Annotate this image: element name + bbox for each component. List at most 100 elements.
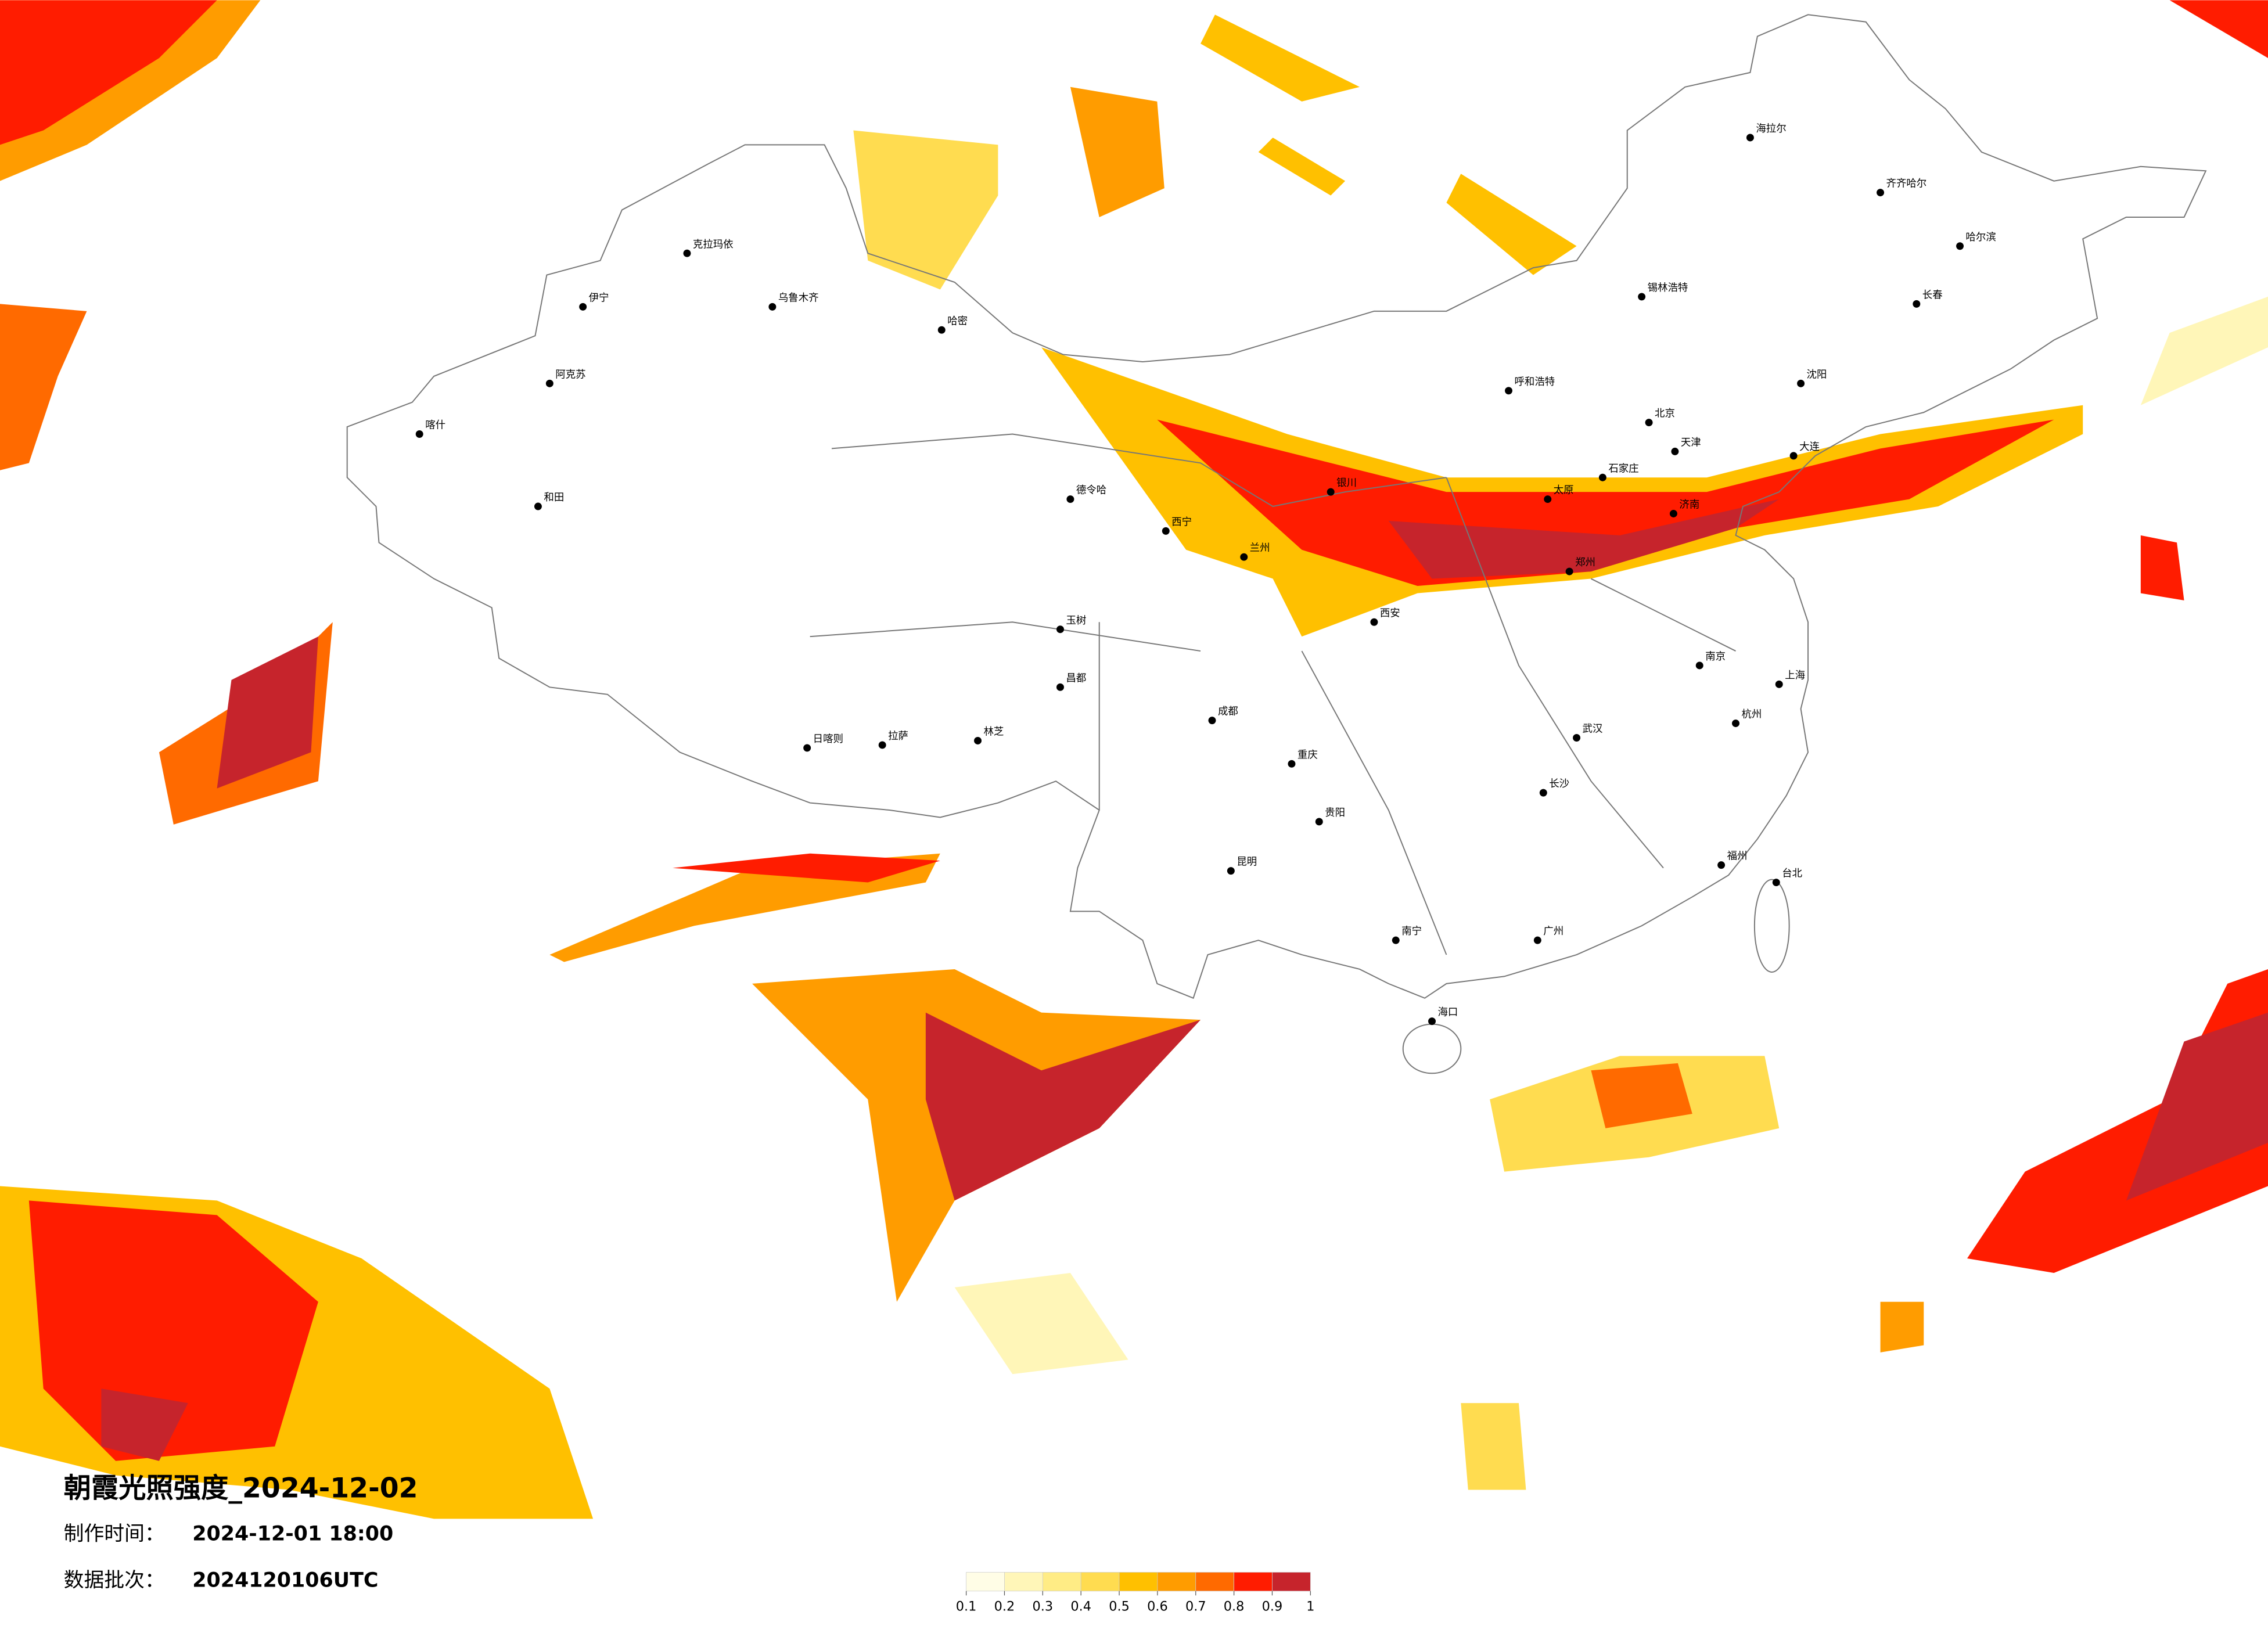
city-label: 乌鲁木齐: [778, 292, 819, 304]
batch-label: 数据批次：: [64, 1569, 165, 1592]
colorbar-label: 0.8: [1224, 1599, 1245, 1614]
cloud-field: [0, 0, 2268, 1519]
city-label: 拉萨: [888, 731, 908, 742]
city-label: 伊宁: [589, 292, 609, 304]
china-outline: [346, 14, 2207, 1074]
city-label: 海拉尔: [1756, 123, 1786, 135]
city-dot: [1327, 488, 1335, 496]
colorbar-swatch: [1234, 1572, 1273, 1592]
city-label: 上海: [1785, 670, 1805, 681]
city-dot: [1066, 495, 1074, 503]
city-dot: [1162, 527, 1170, 535]
colorbar-label: 0.1: [956, 1599, 977, 1614]
city-label: 台北: [1782, 868, 1802, 880]
colorbar-label: 0.7: [1185, 1599, 1206, 1614]
city-dot: [1288, 760, 1296, 768]
colorbar-label: 0.6: [1147, 1599, 1168, 1614]
city-label: 昌都: [1066, 672, 1086, 684]
city-label: 西宁: [1171, 516, 1192, 528]
city-dot: [1315, 818, 1323, 826]
city-dot: [579, 303, 587, 311]
city-label: 克拉玛依: [693, 239, 734, 250]
city-label: 哈密: [947, 315, 968, 327]
city-dot: [1544, 495, 1552, 503]
city-label: 大连: [1799, 441, 1820, 453]
city-label: 日喀则: [813, 733, 843, 745]
colorbar-swatch: [1157, 1572, 1196, 1592]
city-label: 天津: [1681, 437, 1701, 448]
city-label: 武汉: [1583, 724, 1603, 735]
city-dot: [1240, 553, 1248, 561]
city-dot: [1573, 734, 1581, 742]
colorbar-swatch: [1119, 1572, 1158, 1592]
colorbar-swatch: [1004, 1572, 1043, 1592]
city-dot: [1877, 189, 1885, 197]
city-label: 沈阳: [1807, 369, 1827, 380]
city-dot: [937, 326, 946, 334]
city-dot: [1772, 879, 1780, 887]
colorbar-swatch: [1195, 1572, 1234, 1592]
colorbar-swatch: [1080, 1572, 1120, 1592]
city-label: 长春: [1922, 289, 1943, 301]
city-label: 北京: [1655, 408, 1675, 420]
city-label: 福州: [1727, 851, 1748, 862]
city-dot: [768, 303, 777, 311]
city-label: 德令哈: [1076, 485, 1106, 497]
city-dot: [1775, 680, 1783, 688]
city-dot: [1227, 867, 1235, 875]
colorbar: 0.1 0.2 0.3 0.4 0.5 0.6 0.7 0.8 0.9 1: [956, 1572, 1314, 1614]
city-dot: [1732, 720, 1739, 728]
city-dot: [1533, 936, 1541, 944]
city-label: 昆明: [1237, 857, 1257, 868]
colorbar-swatch: [1042, 1572, 1081, 1592]
city-dot: [803, 744, 811, 752]
city-label: 济南: [1679, 499, 1699, 511]
city-label: 西安: [1380, 607, 1400, 619]
city-dot: [974, 737, 982, 744]
city-label: 玉树: [1066, 615, 1086, 627]
city-dot: [1717, 861, 1726, 869]
city-label: 林芝: [983, 726, 1004, 738]
city-label: 哈尔滨: [1965, 232, 1996, 243]
colorbar-label: 0.5: [1109, 1599, 1130, 1614]
city-dot: [1392, 936, 1400, 944]
city-dot: [1056, 683, 1064, 691]
city-dot: [1956, 242, 1964, 250]
city-dot: [1671, 447, 1679, 455]
city-dot: [1505, 387, 1512, 395]
city-dot: [1539, 789, 1547, 797]
colorbar-swatch: [966, 1572, 1005, 1592]
city-dot: [1638, 293, 1646, 301]
city-dot: [1789, 452, 1798, 460]
city-label: 重庆: [1297, 749, 1318, 761]
city-label: 贵阳: [1325, 807, 1345, 819]
colorbar-label: 0.9: [1262, 1599, 1283, 1614]
city-label: 郑州: [1575, 557, 1595, 569]
city-dot: [1913, 300, 1921, 308]
city-label: 南京: [1705, 651, 1726, 663]
city-label: 长沙: [1549, 778, 1569, 790]
city-dot: [1746, 134, 1754, 142]
city-dot: [1669, 510, 1677, 517]
city-dot: [1428, 1017, 1436, 1026]
city-dot: [1645, 419, 1653, 427]
city-label: 银川: [1336, 477, 1357, 489]
city-label: 成都: [1218, 706, 1238, 718]
city-label: 南宁: [1401, 926, 1422, 937]
city-dot: [415, 430, 423, 438]
batch: 2024120106UTC: [192, 1569, 378, 1592]
city-label: 杭州: [1741, 709, 1762, 721]
city-label: 兰州: [1250, 542, 1270, 554]
city-label: 阿克苏: [555, 369, 585, 380]
colorbar-label: 1: [1306, 1599, 1314, 1614]
city-label: 海口: [1437, 1007, 1458, 1019]
colorbar-label: 0.3: [1033, 1599, 1054, 1614]
city-dot: [683, 249, 691, 257]
city-dot: [534, 502, 542, 510]
city-dot: [1370, 618, 1378, 626]
city-label: 石家庄: [1608, 463, 1638, 474]
city-dot: [1695, 661, 1703, 670]
city-label: 广州: [1543, 926, 1563, 937]
city-dot: [1797, 379, 1805, 387]
